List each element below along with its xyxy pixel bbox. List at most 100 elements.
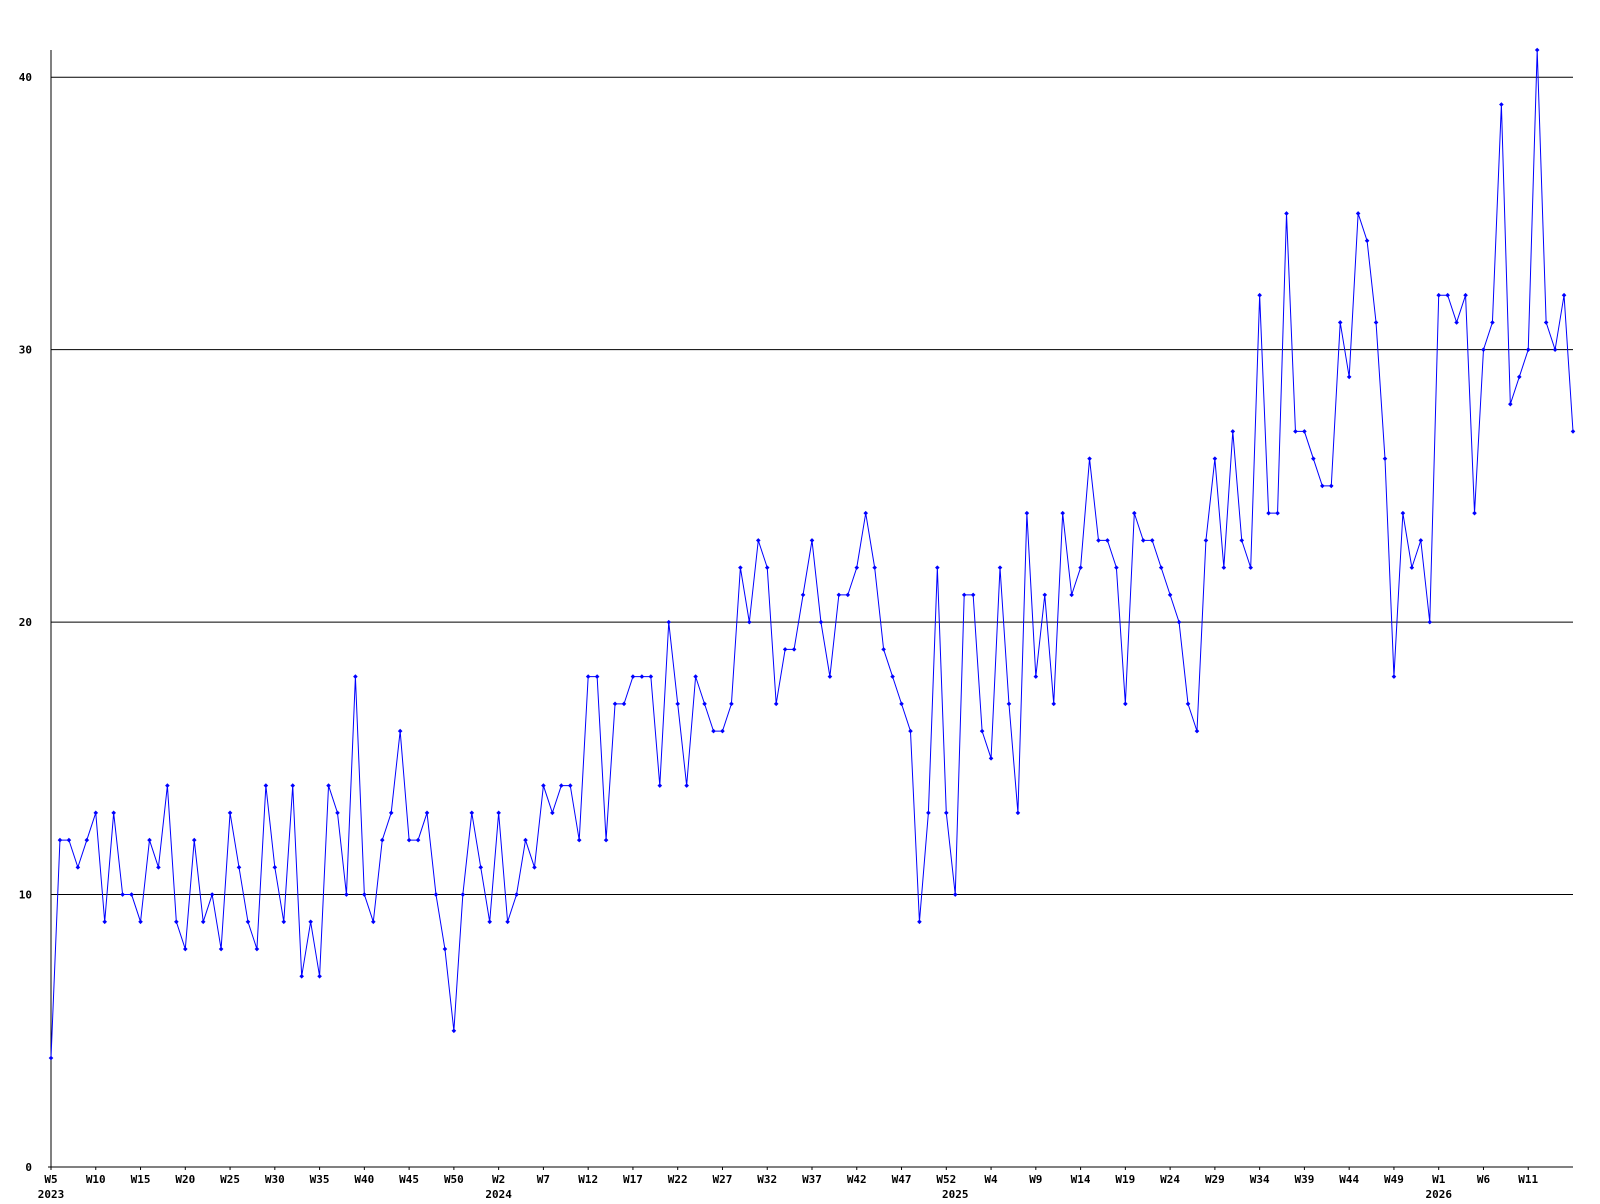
data-point — [1382, 456, 1388, 461]
data-point — [326, 783, 331, 788]
data-point — [997, 565, 1003, 570]
data-point — [1525, 347, 1531, 352]
year-label: 2024 — [485, 1188, 512, 1200]
y-tick-label: 0 — [25, 1161, 32, 1174]
data-point — [773, 701, 779, 707]
data-point — [1302, 429, 1307, 434]
data-point — [362, 892, 367, 897]
x-tick-label: W17 — [623, 1173, 643, 1186]
x-tick-label: W7 — [537, 1173, 550, 1186]
data-point — [1140, 538, 1146, 543]
data-point — [899, 701, 904, 707]
x-tick-label: W30 — [265, 1173, 285, 1186]
x-tick-label: W12 — [578, 1173, 598, 1186]
data-point — [612, 701, 618, 707]
data-point — [1149, 538, 1155, 543]
data-point — [1346, 374, 1352, 380]
data-point — [818, 619, 824, 625]
x-tick-label: W5 — [44, 1173, 57, 1186]
data-point — [478, 865, 484, 870]
data-point — [603, 837, 609, 843]
data-point — [720, 728, 725, 734]
data-point — [1266, 510, 1271, 516]
data-point — [863, 510, 869, 516]
data-point — [93, 810, 99, 816]
data-point — [1481, 347, 1486, 352]
x-tick-label: W39 — [1294, 1173, 1314, 1186]
data-point — [1328, 483, 1334, 489]
x-tick-label: W27 — [713, 1173, 733, 1186]
data-point — [1069, 592, 1074, 598]
data-point — [487, 919, 492, 925]
x-tick-label: W40 — [354, 1173, 374, 1186]
data-point — [630, 674, 636, 679]
data-point — [424, 810, 430, 816]
x-tick-label: W34 — [1250, 1173, 1270, 1186]
year-label: 2025 — [942, 1188, 969, 1200]
data-point — [1176, 619, 1182, 625]
data-point — [174, 919, 179, 925]
data-point — [227, 810, 233, 816]
x-tick-label: W15 — [131, 1173, 151, 1186]
data-point — [1033, 674, 1039, 679]
x-tick-label: W4 — [984, 1173, 998, 1186]
data-point — [505, 919, 510, 925]
data-point — [1373, 320, 1379, 325]
x-tick-label: W19 — [1115, 1173, 1135, 1186]
data-point — [1042, 592, 1048, 598]
data-point — [1418, 538, 1424, 543]
series-line — [50, 49, 1574, 1059]
data-point — [308, 919, 313, 925]
x-tick-label: W37 — [802, 1173, 822, 1186]
data-point — [272, 865, 278, 870]
data-point — [1230, 429, 1236, 434]
data-point — [245, 919, 251, 925]
year-label: 2023 — [38, 1188, 65, 1200]
data-point — [1552, 347, 1558, 352]
data-point — [102, 919, 108, 925]
x-tick-label: W1 — [1432, 1173, 1446, 1186]
data-point — [1078, 565, 1083, 570]
data-point — [782, 647, 788, 652]
data-point — [397, 728, 403, 734]
x-tick-label: W9 — [1029, 1173, 1042, 1186]
x-tick-label: W35 — [310, 1173, 330, 1186]
data-point — [451, 1028, 457, 1034]
data-point — [1543, 320, 1549, 325]
data-point — [532, 865, 537, 870]
data-point — [1445, 292, 1450, 298]
data-point — [693, 674, 698, 679]
data-point — [120, 892, 125, 897]
data-point — [1454, 320, 1459, 325]
data-point — [585, 674, 591, 679]
data-point — [550, 810, 555, 816]
x-tick-label: W11 — [1518, 1173, 1538, 1186]
data-point — [1060, 510, 1065, 516]
data-point — [1355, 211, 1361, 216]
data-point — [1024, 510, 1030, 516]
data-point — [57, 837, 63, 843]
data-point — [299, 973, 304, 979]
data-point — [1364, 238, 1370, 244]
data-point — [1561, 292, 1567, 298]
data-point — [156, 865, 161, 870]
data-point — [263, 783, 269, 788]
data-point — [1132, 510, 1137, 516]
data-point — [371, 919, 376, 925]
data-point — [1239, 538, 1245, 543]
data-point — [1293, 429, 1298, 434]
data-point — [1490, 320, 1495, 325]
data-point — [1284, 211, 1289, 216]
data-point — [988, 756, 994, 761]
data-point — [559, 783, 564, 788]
data-point — [1123, 701, 1128, 707]
data-point — [1051, 701, 1057, 707]
year-label: 2026 — [1425, 1188, 1452, 1200]
data-point — [1472, 510, 1477, 516]
data-point — [1400, 510, 1406, 516]
data-point — [433, 892, 439, 897]
data-point — [415, 837, 421, 843]
data-point — [75, 865, 81, 870]
